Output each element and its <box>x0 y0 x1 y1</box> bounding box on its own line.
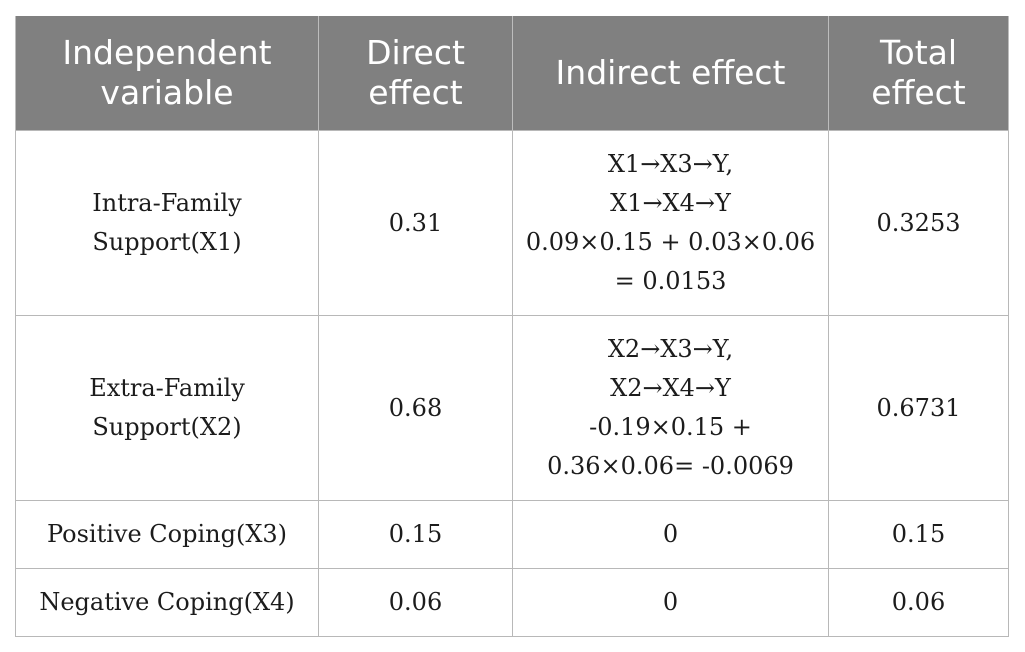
header-text: variable <box>100 73 234 112</box>
cell-direct: 0.06 <box>318 568 513 637</box>
cell-text: X1→X3→Y, <box>607 150 734 178</box>
cell-direct: 0.68 <box>318 315 513 501</box>
cell-variable: Negative Coping(X4) <box>15 568 319 637</box>
cell-text: Support(X2) <box>92 413 242 441</box>
effects-table-container: Independent variable Direct effect Indir… <box>15 16 1009 637</box>
header-total-effect: Total effect <box>828 16 1009 131</box>
table-row: Extra-Family Support(X2) 0.68 X2→X3→Y, X… <box>15 315 1009 501</box>
header-text: Independent <box>62 33 272 72</box>
cell-direct: 0.31 <box>318 130 513 316</box>
cell-text: 0.09×0.15 + 0.03×0.06 <box>525 228 816 256</box>
table-row: Negative Coping(X4) 0.06 0 0.06 <box>15 568 1009 637</box>
cell-indirect: 0 <box>512 500 829 569</box>
header-independent-variable: Independent variable <box>15 16 319 131</box>
cell-indirect: X1→X3→Y, X1→X4→Y 0.09×0.15 + 0.03×0.06 =… <box>512 130 829 316</box>
header-text: effect <box>368 73 463 112</box>
cell-text: -0.19×0.15 + <box>589 413 752 441</box>
cell-variable: Intra-Family Support(X1) <box>15 130 319 316</box>
table-body: Intra-Family Support(X1) 0.31 X1→X3→Y, X… <box>15 130 1009 637</box>
cell-indirect: X2→X3→Y, X2→X4→Y -0.19×0.15 + 0.36×0.06=… <box>512 315 829 501</box>
table-header: Independent variable Direct effect Indir… <box>15 16 1009 131</box>
cell-text: 0 <box>662 588 679 616</box>
cell-indirect: 0 <box>512 568 829 637</box>
header-indirect-effect: Indirect effect <box>512 16 829 131</box>
header-text: Total <box>879 33 958 72</box>
cell-text: 0.36×0.06= -0.0069 <box>547 452 794 480</box>
header-row: Independent variable Direct effect Indir… <box>15 16 1009 131</box>
cell-text: Intra-Family <box>92 189 242 217</box>
cell-direct: 0.15 <box>318 500 513 569</box>
cell-variable: Extra-Family Support(X2) <box>15 315 319 501</box>
header-text: Direct <box>366 33 465 72</box>
cell-total: 0.15 <box>828 500 1009 569</box>
cell-text: X2→X4→Y <box>610 374 731 402</box>
effects-table: Independent variable Direct effect Indir… <box>15 16 1009 637</box>
cell-text: Positive Coping(X3) <box>46 520 288 548</box>
header-text: Indirect effect <box>555 53 786 92</box>
cell-total: 0.3253 <box>828 130 1009 316</box>
header-direct-effect: Direct effect <box>318 16 513 131</box>
table-row: Intra-Family Support(X1) 0.31 X1→X3→Y, X… <box>15 130 1009 316</box>
cell-text: = 0.0153 <box>614 267 727 295</box>
table-row: Positive Coping(X3) 0.15 0 0.15 <box>15 500 1009 569</box>
header-text: effect <box>871 73 966 112</box>
cell-text: 0 <box>662 520 679 548</box>
cell-text: Support(X1) <box>92 228 242 256</box>
cell-total: 0.6731 <box>828 315 1009 501</box>
cell-total: 0.06 <box>828 568 1009 637</box>
cell-text: X2→X3→Y, <box>607 335 734 363</box>
cell-text: Extra-Family <box>89 374 245 402</box>
cell-text: Negative Coping(X4) <box>39 588 295 616</box>
cell-variable: Positive Coping(X3) <box>15 500 319 569</box>
cell-text: X1→X4→Y <box>610 189 731 217</box>
